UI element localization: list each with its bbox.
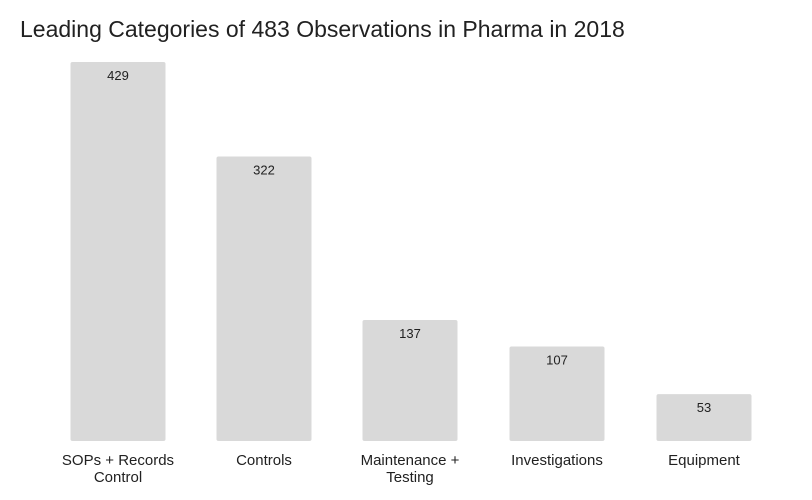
chart-title: Leading Categories of 483 Observations i… <box>20 16 625 42</box>
bars-layer <box>70 62 752 441</box>
category-label-0-line-0: SOPs + Records <box>62 452 174 469</box>
value-labels-layer: 429 322 137 107 53 <box>107 68 711 415</box>
bar-2 <box>362 319 458 441</box>
value-label-4: 53 <box>697 400 711 415</box>
category-label-0-line-1: Control <box>94 469 142 486</box>
category-label-2-line-0: Maintenance + <box>361 452 460 469</box>
value-label-0: 429 <box>107 68 129 83</box>
bar-0 <box>70 62 166 441</box>
category-label-3: Investigations <box>511 452 603 469</box>
bar-1 <box>216 156 312 441</box>
bar-3 <box>509 346 605 441</box>
category-label-1: Controls <box>236 452 292 469</box>
category-label-2-line-1: Testing <box>386 469 434 486</box>
bar-4 <box>656 394 752 441</box>
category-label-4: Equipment <box>668 452 741 469</box>
value-label-1: 322 <box>253 163 275 178</box>
value-label-2: 137 <box>399 326 421 341</box>
value-label-3: 107 <box>546 352 568 367</box>
